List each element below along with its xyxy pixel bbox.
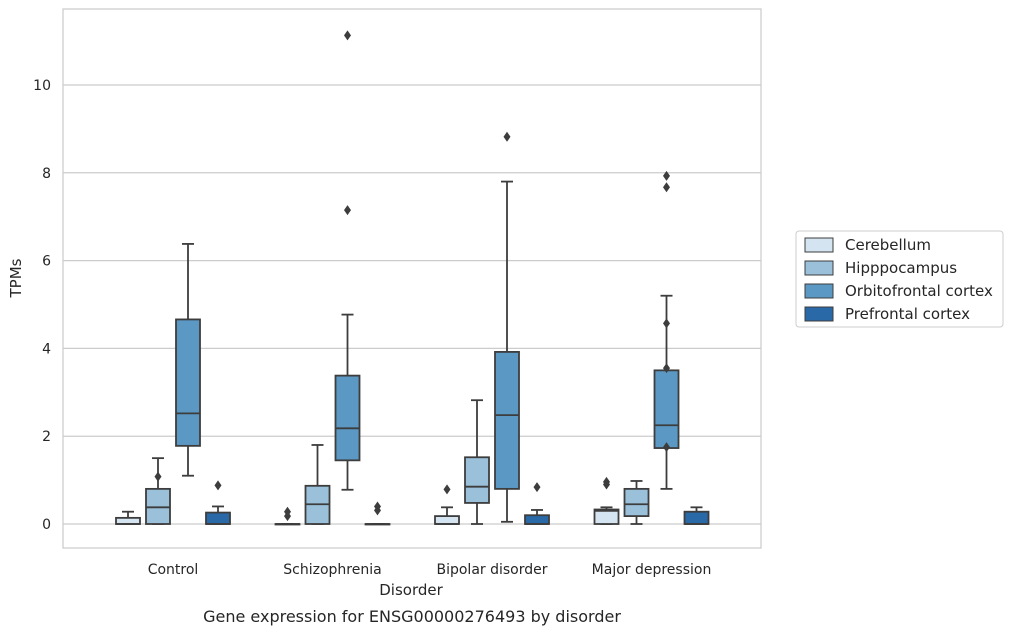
legend-swatch <box>804 237 834 253</box>
legend-label: Hipppocampus <box>845 259 957 277</box>
box <box>274 506 301 526</box>
y-tick-label: 0 <box>42 517 51 533</box>
outlier-point <box>533 482 541 493</box>
series-hipppocampus <box>145 399 650 525</box>
legend-swatch <box>804 283 834 299</box>
box <box>464 399 490 525</box>
x-tick-label: Control <box>148 562 199 578</box>
legend-swatch <box>804 260 834 276</box>
x-axis-title: Disorder <box>379 581 443 599</box>
legend-item: Cerebellum <box>804 236 931 254</box>
box <box>364 501 391 526</box>
legend-swatch <box>804 306 834 322</box>
legend: Cerebellum Hipppocampus Orbitofrontal cort… <box>795 230 1004 328</box>
box-iqr <box>653 369 680 449</box>
series-orbitofrontal-cortex <box>175 30 680 523</box>
box <box>145 457 171 525</box>
plot-frame <box>62 8 762 549</box>
y-tick-label: 2 <box>42 429 51 445</box>
outlier-point <box>214 480 222 491</box>
box-iqr <box>205 511 231 525</box>
outlier-point <box>663 182 670 193</box>
series-cerebellum <box>115 476 620 526</box>
box-iqr <box>464 456 490 504</box>
outlier-point <box>503 131 511 142</box>
outlier-point <box>443 484 451 495</box>
box <box>304 444 331 525</box>
legend-frame <box>795 230 1004 328</box>
box-iqr <box>115 516 141 525</box>
y-tick-label: 4 <box>42 341 51 357</box>
box-iqr <box>524 514 550 525</box>
box-iqr <box>334 374 361 462</box>
figure-caption: Gene expression for ENSG00000276493 by d… <box>203 607 621 626</box>
x-tick-label: Schizophrenia <box>283 562 381 578</box>
series-prefrontal-cortex <box>205 480 710 526</box>
outlier-point <box>663 318 670 329</box>
y-tick-label: 10 <box>33 78 51 94</box>
box-iqr <box>175 318 201 447</box>
outlier-point <box>374 501 381 512</box>
legend-label: Cerebellum <box>845 236 931 254</box>
box-iqr <box>623 487 650 517</box>
box <box>683 506 710 525</box>
box <box>175 243 201 477</box>
outlier-point <box>344 205 351 216</box>
outlier-point <box>154 471 162 482</box>
box <box>115 510 141 525</box>
outlier-point <box>603 476 610 487</box>
outlier-point <box>284 506 291 517</box>
box-iqr <box>494 351 520 490</box>
legend-item: Hipppocampus <box>804 259 957 277</box>
box-iqr <box>593 508 620 525</box>
y-tick-label: 6 <box>42 254 51 270</box>
box <box>334 30 361 491</box>
x-tick-label: Bipolar disorder <box>436 562 547 578</box>
box <box>593 476 620 525</box>
box-iqr <box>683 510 710 525</box>
box-series <box>115 30 710 526</box>
y-axis-title: TPMs <box>7 258 25 298</box>
outlier-point <box>663 170 670 181</box>
box <box>434 484 460 525</box>
gridlines <box>63 84 761 525</box>
y-tick-label: 8 <box>42 166 51 182</box>
legend-item: Prefrontal cortex <box>804 305 970 323</box>
x-tick-label: Major depression <box>592 562 712 578</box>
x-tick-labels: Control Schizophrenia Bipolar disorder Majo… <box>148 562 712 578</box>
box <box>524 482 550 525</box>
box <box>494 131 520 523</box>
legend-item: Orbitofrontal cortex <box>804 282 993 300</box>
outlier-point <box>663 442 670 453</box>
box <box>653 170 680 490</box>
box <box>623 480 650 525</box>
box-iqr <box>434 515 460 525</box>
y-tick-labels: 0 2 4 6 8 10 <box>33 78 51 533</box>
box <box>205 480 231 525</box>
legend-label: Orbitofrontal cortex <box>845 282 993 300</box>
outlier-point <box>344 30 351 41</box>
outlier-point <box>663 363 670 374</box>
legend-label: Prefrontal cortex <box>845 305 970 323</box>
